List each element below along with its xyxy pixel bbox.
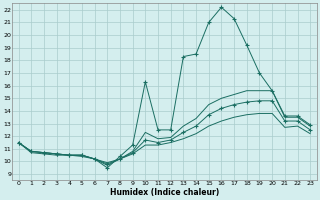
X-axis label: Humidex (Indice chaleur): Humidex (Indice chaleur) (110, 188, 219, 197)
